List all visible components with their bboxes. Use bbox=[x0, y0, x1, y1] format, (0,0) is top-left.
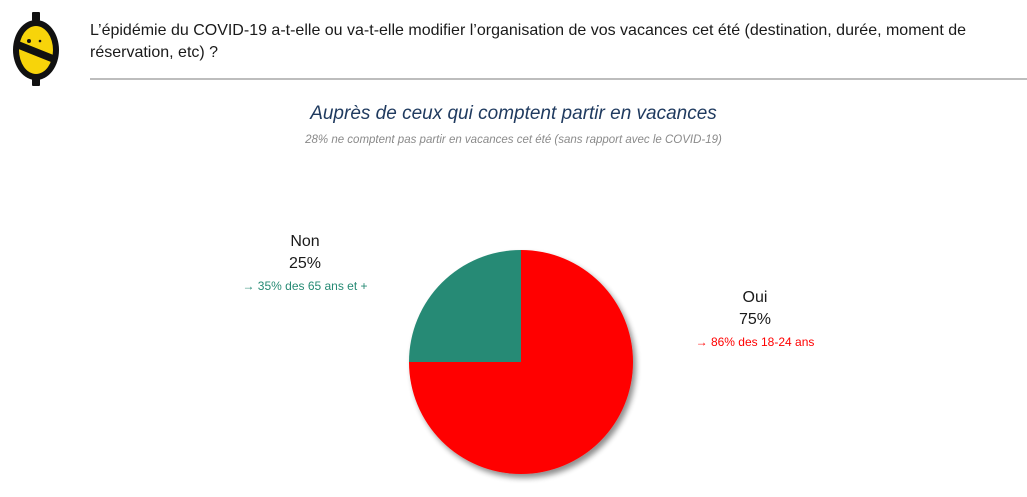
chart-title: Auprès de ceux qui comptent partir en va… bbox=[310, 103, 717, 124]
label-non-value: 25% bbox=[288, 255, 322, 272]
chart-subtitle: 28% ne comptent pas partir en vacances c… bbox=[305, 134, 722, 146]
header-divider bbox=[90, 78, 1027, 80]
logo-icon bbox=[13, 12, 59, 86]
label-non-name: Non bbox=[290, 233, 320, 250]
label-oui-value: 75% bbox=[738, 311, 772, 328]
label-oui-name: Oui bbox=[742, 289, 768, 306]
label-oui-note: → 86% des 18-24 ans bbox=[695, 335, 815, 349]
label-oui: Oui 75% → 86% des 18-24 ans bbox=[650, 287, 860, 352]
label-non-note: → 35% des 65 ans et + bbox=[242, 279, 368, 293]
question-text: L’épidémie du COVID-19 a-t-elle ou va-t-… bbox=[90, 22, 967, 61]
label-non: Non 25% → 35% des 65 ans et + bbox=[200, 231, 410, 296]
pie-slice-non bbox=[409, 250, 521, 362]
